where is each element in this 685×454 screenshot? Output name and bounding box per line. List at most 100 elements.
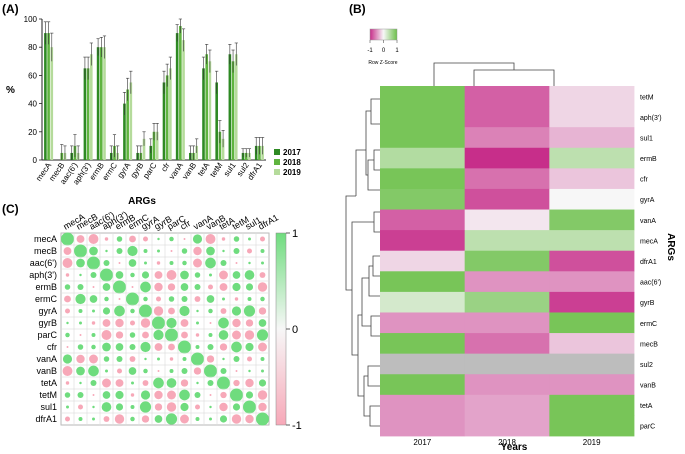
corr-circle-aac(6')-vanA — [193, 258, 202, 268]
color-key-tick-label: 0 — [382, 48, 386, 54]
corr-circle-sul1-mecB — [78, 404, 83, 410]
row-label: gyrA — [640, 197, 655, 204]
corr-circle-gyrB-parC — [166, 317, 177, 329]
corr-circle-dfrA1-mecA — [65, 416, 70, 422]
corr-circle-cfr-sul1 — [245, 342, 254, 352]
heat-cell-dfrA1-2019 — [549, 250, 635, 272]
corr-circle-vanA-tetA — [222, 357, 225, 361]
corr-circle-aac(6')-tetA — [220, 260, 227, 266]
corr-circle-parC-tetM — [232, 330, 241, 340]
panel-b-column-dendrogram — [433, 62, 555, 86]
corr-circle-gyrB-sul1 — [245, 319, 254, 327]
corr-circle-aph(3')-aac(6') — [90, 272, 97, 278]
corr-circle-tetA-gyrB — [153, 377, 164, 389]
heat-cell-gyrA-2019 — [549, 188, 635, 210]
heat-cell-aph(3')-2018 — [464, 106, 550, 128]
corr-circle-gyrB-tetA — [218, 317, 229, 329]
corr-circle-parC-cfr — [181, 331, 188, 339]
panel-c-column-labels: mecAmecBaac(6')aph(3')ermBermCgyrAgyrBpa… — [62, 209, 281, 232]
corr-circle-ermC-tetA — [222, 297, 225, 301]
corr-circle-ermC-gyrB — [156, 296, 161, 302]
corr-circle-tetM-tetM — [230, 388, 243, 402]
corr-circle-sul1-ermB — [115, 403, 124, 411]
row-label: tetA — [41, 378, 57, 388]
corr-circle-cfr-ermB — [115, 343, 124, 351]
corr-circle-sul1-cfr — [180, 402, 189, 412]
corr-circle-gyrA-vanA — [196, 309, 199, 313]
corr-circle-ermB-ermC — [131, 286, 134, 288]
heat-cell-parC-2018 — [464, 415, 550, 437]
x-tick-label: parC — [141, 161, 158, 181]
corr-circle-sul1-aac(6') — [92, 405, 95, 409]
heat-cell-ermC-2017 — [380, 312, 466, 334]
corr-circle-vanB-parC — [169, 369, 174, 373]
corr-circle-ermC-vanB — [206, 295, 215, 303]
corr-circle-gyrB-mecB — [79, 321, 82, 325]
corr-circle-cfr-aac(6') — [91, 344, 96, 350]
column-label: dfrA1 — [257, 212, 281, 231]
corr-circle-aac(6')-gyrA — [144, 261, 147, 265]
corr-circle-ermB-mecB — [77, 284, 84, 290]
row-label: aph(3') — [640, 115, 662, 122]
bar-2017-gyrA — [123, 103, 126, 160]
corr-circle-gyrB-gyrA — [140, 318, 151, 328]
corr-circle-mecA-aac(6') — [88, 234, 99, 244]
corr-circle-mecA-mecA — [61, 232, 74, 246]
row-label: dfrA1 — [640, 259, 657, 266]
y-tick-label: 20 — [28, 128, 37, 137]
corr-circle-mecA-tetA — [221, 237, 226, 241]
corr-circle-parC-aac(6') — [91, 333, 96, 337]
heat-cell-sul2-2018 — [464, 353, 550, 375]
corr-circle-aac(6')-vanB — [205, 257, 216, 269]
row-label: ermC — [35, 294, 57, 304]
heat-cell-aac(6')-2018 — [464, 271, 550, 293]
bar-2019-vanA — [182, 40, 185, 160]
corr-circle-mecA-aph(3') — [104, 237, 109, 241]
corr-circle-vanB-vanB — [204, 364, 217, 378]
corr-circle-mecA-parC — [169, 236, 174, 242]
corr-circle-mecB-ermB — [116, 248, 123, 254]
corr-circle-tetM-aph(3') — [102, 391, 111, 399]
bar-2019-tetA — [208, 61, 212, 160]
heat-cell-tetA-2018 — [464, 394, 550, 416]
panel-a-bar-chart: (A) 0 20 40 60 80 100 mecAmecBaac(6')aph(3')e… — [2, 2, 301, 207]
legend-label-2018: 2018 — [283, 158, 301, 167]
corr-circle-cfr-mecA — [66, 346, 69, 348]
corr-circle-ermC-ermB — [118, 298, 121, 300]
corr-circle-cfr-tetM — [231, 341, 242, 353]
bar-2018-aph(3') — [86, 68, 90, 160]
panel-a-label: (A) — [2, 2, 19, 16]
corr-circle-dfrA1-vanB — [209, 417, 212, 421]
heat-cell-ermC-2018 — [464, 312, 550, 334]
y-tick-label: 40 — [28, 100, 37, 109]
bar-2019-mecA — [50, 47, 54, 161]
corr-circle-tetM-gyrA — [140, 390, 151, 400]
heat-cell-gyrA-2017 — [380, 188, 466, 210]
heat-cell-vanB-2019 — [549, 374, 635, 396]
x-tick-label: dfrA1 — [246, 161, 265, 182]
corr-circle-aac(6')-aac(6') — [87, 256, 100, 270]
corr-circle-cfr-aph(3') — [102, 342, 111, 352]
corr-circle-mecA-vanA — [192, 234, 203, 244]
y-tick-label: 80 — [28, 43, 37, 52]
heat-cell-cfr-2017 — [380, 168, 466, 190]
bar-2017-sul1 — [228, 54, 232, 160]
corr-circle-gyrB-vanB — [209, 322, 212, 324]
bar-2019-parC — [155, 131, 159, 160]
corr-circle-ermC-mecB — [75, 293, 86, 305]
corr-circle-vanB-tetA — [220, 368, 227, 374]
panel-b-row-dendrogram — [345, 98, 380, 427]
corr-circle-vanB-aac(6') — [88, 365, 99, 377]
corr-circle-parC-vanA — [195, 333, 200, 337]
corr-circle-aac(6')-mecA — [62, 258, 73, 268]
corr-circle-vanA-sul1 — [247, 356, 252, 362]
corr-circle-tetA-mecB — [79, 381, 82, 385]
corr-circle-dfrA1-gyrA — [141, 415, 150, 423]
corr-circle-mecB-gyrB — [157, 249, 160, 253]
corr-circle-ermB-aph(3') — [102, 283, 111, 291]
corr-circle-ermB-dfrA1 — [257, 282, 268, 292]
corr-circle-parC-parC — [165, 328, 178, 342]
corr-circle-ermC-aac(6') — [89, 295, 98, 303]
corr-circle-vanB-mecB — [76, 366, 85, 376]
colorbar-min-label: -1 — [292, 420, 302, 432]
